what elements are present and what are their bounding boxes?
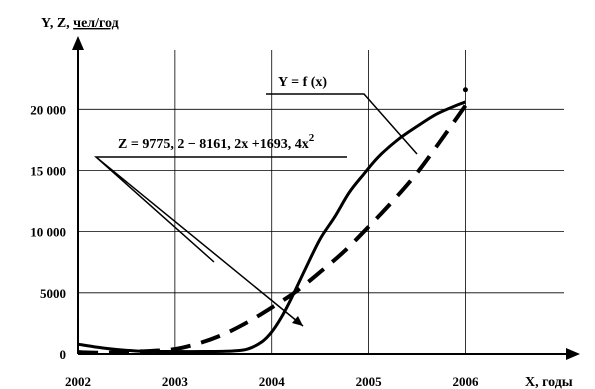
label-layer: Y, Z, чел/год X, годы — [41, 16, 573, 389]
y-tick-label: 0 — [60, 347, 67, 362]
x-axis-arrow-icon — [566, 348, 580, 360]
y-axis-title-unit: чел/год — [73, 16, 119, 31]
y-tick-label: 15 000 — [30, 163, 66, 178]
annotation-z-leader — [94, 156, 347, 327]
series-z-line — [77, 104, 468, 355]
x-tick-label: 2005 — [356, 374, 383, 389]
x-tick-label: 2003 — [162, 374, 189, 389]
data-point — [462, 87, 468, 93]
annotation-y-leader — [266, 93, 418, 155]
x-tick-label: 2004 — [259, 374, 286, 389]
y-tick-label: 5000 — [40, 286, 66, 301]
annotation-z-label: Z = 9775, 2 − 8161, 2x +1693, 4x2 — [118, 132, 315, 152]
annotation-y-label: Y = f (x) — [278, 75, 327, 90]
x-axis-title: X, годы — [525, 375, 573, 389]
series-layer — [77, 87, 468, 355]
y-axis-title-main: Y, Z, — [41, 16, 73, 31]
y-axis-title: Y, Z, чел/год — [41, 16, 119, 31]
x-tick-label: 2006 — [452, 374, 479, 389]
annotation-z-arrowhead-icon — [292, 316, 303, 326]
annotation-layer: Y = f (x) Z = 9775, 2 − 8161, 2x +1693, 4… — [94, 75, 418, 327]
series-y-line — [77, 100, 466, 354]
y-axis-arrow-icon — [72, 36, 84, 50]
grid-layer: 2002 2003 2004 2005 2006 0 5000 10 000 15 000 20 … — [30, 50, 564, 389]
y-tick-label: 20 000 — [30, 102, 66, 117]
x-tick-label: 2002 — [65, 374, 91, 389]
axis-layer — [72, 36, 580, 360]
y-tick-label: 10 000 — [30, 225, 66, 240]
